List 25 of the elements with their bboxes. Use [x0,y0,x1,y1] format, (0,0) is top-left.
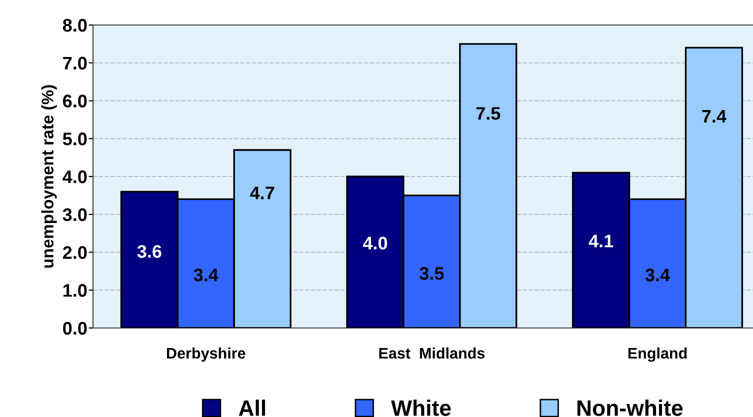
y-tick-label: 4.0 [62,170,87,184]
legend-label: All [238,400,266,416]
data-label: 4.1 [588,234,614,248]
data-label: 7.5 [476,107,500,120]
data-label: 4.7 [250,186,274,200]
data-label: 3.5 [420,267,444,280]
y-tick-label: 7.0 [63,56,87,70]
x-tick-label: Derbyshire [167,347,246,362]
y-tick-label: 3.0 [62,208,87,222]
data-label: 3.4 [645,268,670,282]
data-label: 3.4 [194,268,218,282]
y-tick-label: 2.0 [62,246,87,259]
y-tick-label: 0.0 [63,322,87,335]
y-axis-title: unemployment rate (%) [41,85,57,268]
x-tick-label: East Midlands [379,347,485,359]
y-tick-label: 6.0 [63,94,87,108]
x-tick-label: England [628,347,687,362]
y-tick-label: 1.0 [63,284,87,297]
y-tick-label: 8.0 [62,18,87,32]
data-label: 3.6 [137,245,162,258]
y-tick-label: 5.0 [62,132,87,146]
data-label: 7.4 [702,110,726,122]
legend-label: White [391,400,451,416]
data-label: 4.0 [362,236,388,250]
legend-label: Non-white [577,400,683,416]
